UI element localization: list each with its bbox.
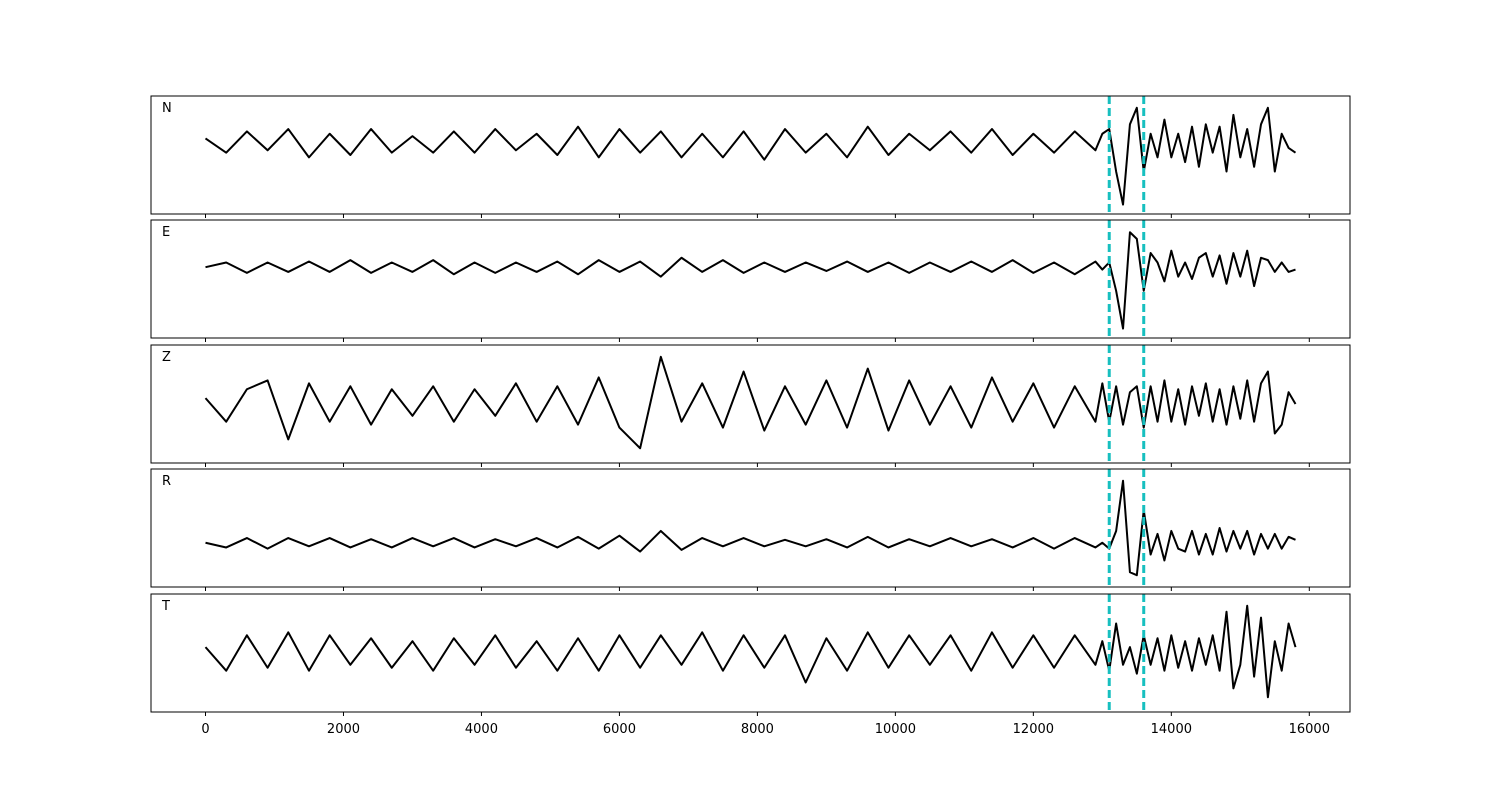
x-tick-label: 14000 xyxy=(1151,722,1192,737)
panel-label: N xyxy=(162,101,172,116)
x-tick-label: 10000 xyxy=(875,722,916,737)
axes-frame xyxy=(150,468,1351,588)
x-tick-label: 16000 xyxy=(1289,722,1330,737)
axes-frame xyxy=(150,344,1351,464)
panel-label: E xyxy=(162,225,170,240)
x-tick-label: 0 xyxy=(201,722,209,737)
x-tick-label: 12000 xyxy=(1013,722,1054,737)
x-tick-label: 8000 xyxy=(741,722,774,737)
trace xyxy=(204,106,1297,206)
panel-label: R xyxy=(162,474,171,489)
trace xyxy=(205,479,1296,577)
panel-label: T xyxy=(161,599,170,614)
x-tick-label: 6000 xyxy=(603,722,636,737)
trace xyxy=(204,604,1297,699)
axes-frame xyxy=(150,593,1351,713)
x-tick-label: 2000 xyxy=(327,722,360,737)
axes-frame xyxy=(150,95,1351,215)
axes-frame xyxy=(150,219,1351,339)
trace xyxy=(204,355,1297,450)
x-tick-label: 4000 xyxy=(465,722,498,737)
panel-label: Z xyxy=(162,350,171,365)
trace xyxy=(205,231,1296,330)
